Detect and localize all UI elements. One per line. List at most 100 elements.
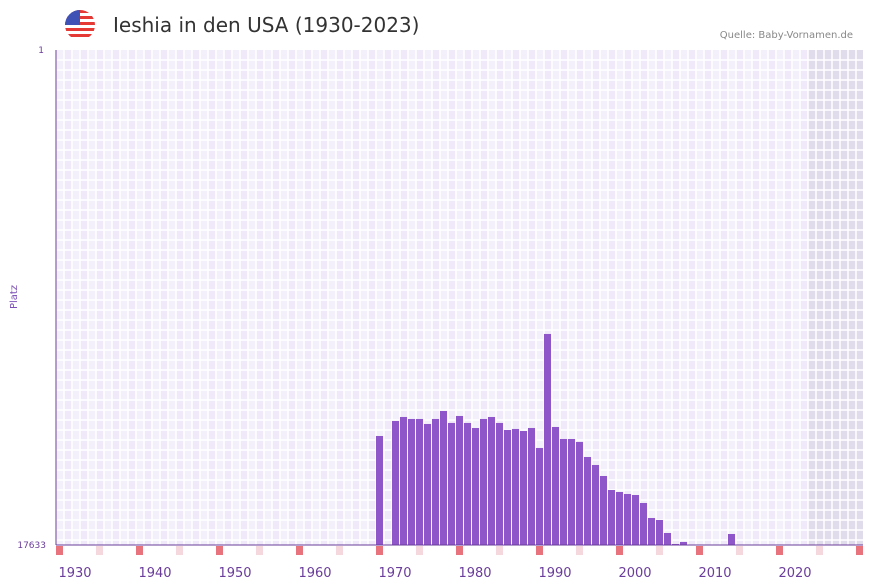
y-tick-top: 1: [38, 46, 44, 56]
bar-1984: [504, 429, 511, 545]
grid-column: [768, 50, 776, 545]
decade-marker: [616, 546, 623, 555]
grid-column: [792, 50, 800, 545]
decade-marker: [376, 546, 383, 555]
x-tick-label: 1990: [538, 566, 571, 581]
grid-column: [72, 50, 80, 545]
bar-2000: [632, 495, 639, 545]
grid-column: [80, 50, 88, 545]
decade-marker: [696, 546, 703, 555]
decade-marker: [536, 546, 543, 555]
x-tick-label: 2020: [778, 566, 811, 581]
x-tick-label: 1960: [298, 566, 331, 581]
bar-2006: [680, 541, 687, 545]
grid-column: [568, 50, 576, 545]
bar-1997: [608, 490, 615, 545]
bar-1968: [376, 435, 383, 545]
grid-column: [192, 50, 200, 545]
x-tick-label: 2000: [618, 566, 651, 581]
grid-column: [800, 50, 808, 545]
grid-column: [392, 50, 400, 545]
bar-1978: [456, 415, 463, 545]
grid-column: [608, 50, 616, 545]
grid-column: [264, 50, 272, 545]
grid-column: [240, 50, 248, 545]
grid-column: [200, 50, 208, 545]
x-axis-ticks: 1930 1940 1950 1960 1970 1980 1990 2000 2010 2020: [58, 566, 811, 581]
grid-column: [616, 50, 624, 545]
grid-column: [144, 50, 152, 545]
grid-column: [696, 50, 704, 545]
bar-1983: [496, 422, 503, 545]
bar-1994: [584, 456, 591, 545]
grid-column: [376, 50, 384, 545]
grid-column: [648, 50, 656, 545]
grid-column: [656, 50, 664, 545]
bar-1980: [472, 427, 479, 545]
grid-column: [720, 50, 728, 545]
grid-column: [816, 50, 824, 545]
y-axis-label: Platz: [9, 285, 20, 309]
half-decade-marker: [96, 546, 103, 555]
grid-column: [344, 50, 352, 545]
grid-column: [304, 50, 312, 545]
half-decade-marker: [736, 546, 743, 555]
grid-column: [112, 50, 120, 545]
grid-column: [232, 50, 240, 545]
bar-1982: [488, 416, 495, 545]
grid-column: [408, 50, 416, 545]
bar-1996: [600, 475, 607, 545]
x-tick-label: 1940: [138, 566, 171, 581]
grid-column: [728, 50, 736, 545]
grid-column: [480, 50, 488, 545]
bar-1992: [568, 438, 575, 545]
source-link[interactable]: Quelle: Baby-Vornamen.de: [719, 30, 853, 41]
bar-2012: [728, 533, 735, 545]
grid-column: [488, 50, 496, 545]
grid-column: [248, 50, 256, 545]
decade-marker: [456, 546, 463, 555]
bar-1981: [480, 418, 487, 545]
grid-column: [848, 50, 856, 545]
half-decade-marker: [336, 546, 343, 555]
bar-1989: [544, 333, 551, 545]
decade-marker: [216, 546, 223, 555]
grid-column: [160, 50, 168, 545]
grid-column: [352, 50, 360, 545]
grid-column: [512, 50, 520, 545]
grid-column: [216, 50, 224, 545]
x-tick-label: 1980: [458, 566, 491, 581]
grid-column: [168, 50, 176, 545]
grid-column: [584, 50, 592, 545]
bars: [376, 333, 735, 545]
grid-column: [744, 50, 752, 545]
bar-1988: [536, 447, 543, 545]
grid-column: [448, 50, 456, 545]
x-tick-label: 1930: [58, 566, 91, 581]
grid-column: [280, 50, 288, 545]
grid-column: [664, 50, 672, 545]
grid-column: [128, 50, 136, 545]
bar-1987: [528, 427, 535, 545]
grid-column: [320, 50, 328, 545]
grid-column: [544, 50, 552, 545]
decade-marker: [776, 546, 783, 555]
bar-1975: [432, 418, 439, 545]
grid-column: [560, 50, 568, 545]
half-decade-marker: [176, 546, 183, 555]
grid-column: [272, 50, 280, 545]
grid-column: [456, 50, 464, 545]
decade-marker: [296, 546, 303, 555]
grid-column: [632, 50, 640, 545]
half-decade-marker: [576, 546, 583, 555]
grid-column: [224, 50, 232, 545]
half-decade-marker: [256, 546, 263, 555]
x-tick-label: 2010: [698, 566, 731, 581]
bar-1993: [576, 441, 583, 545]
grid-column: [840, 50, 848, 545]
bar-1979: [464, 422, 471, 545]
grid-column: [256, 50, 264, 545]
bar-1995: [592, 464, 599, 545]
usa-flag-icon: [65, 10, 95, 40]
grid-column: [672, 50, 680, 545]
